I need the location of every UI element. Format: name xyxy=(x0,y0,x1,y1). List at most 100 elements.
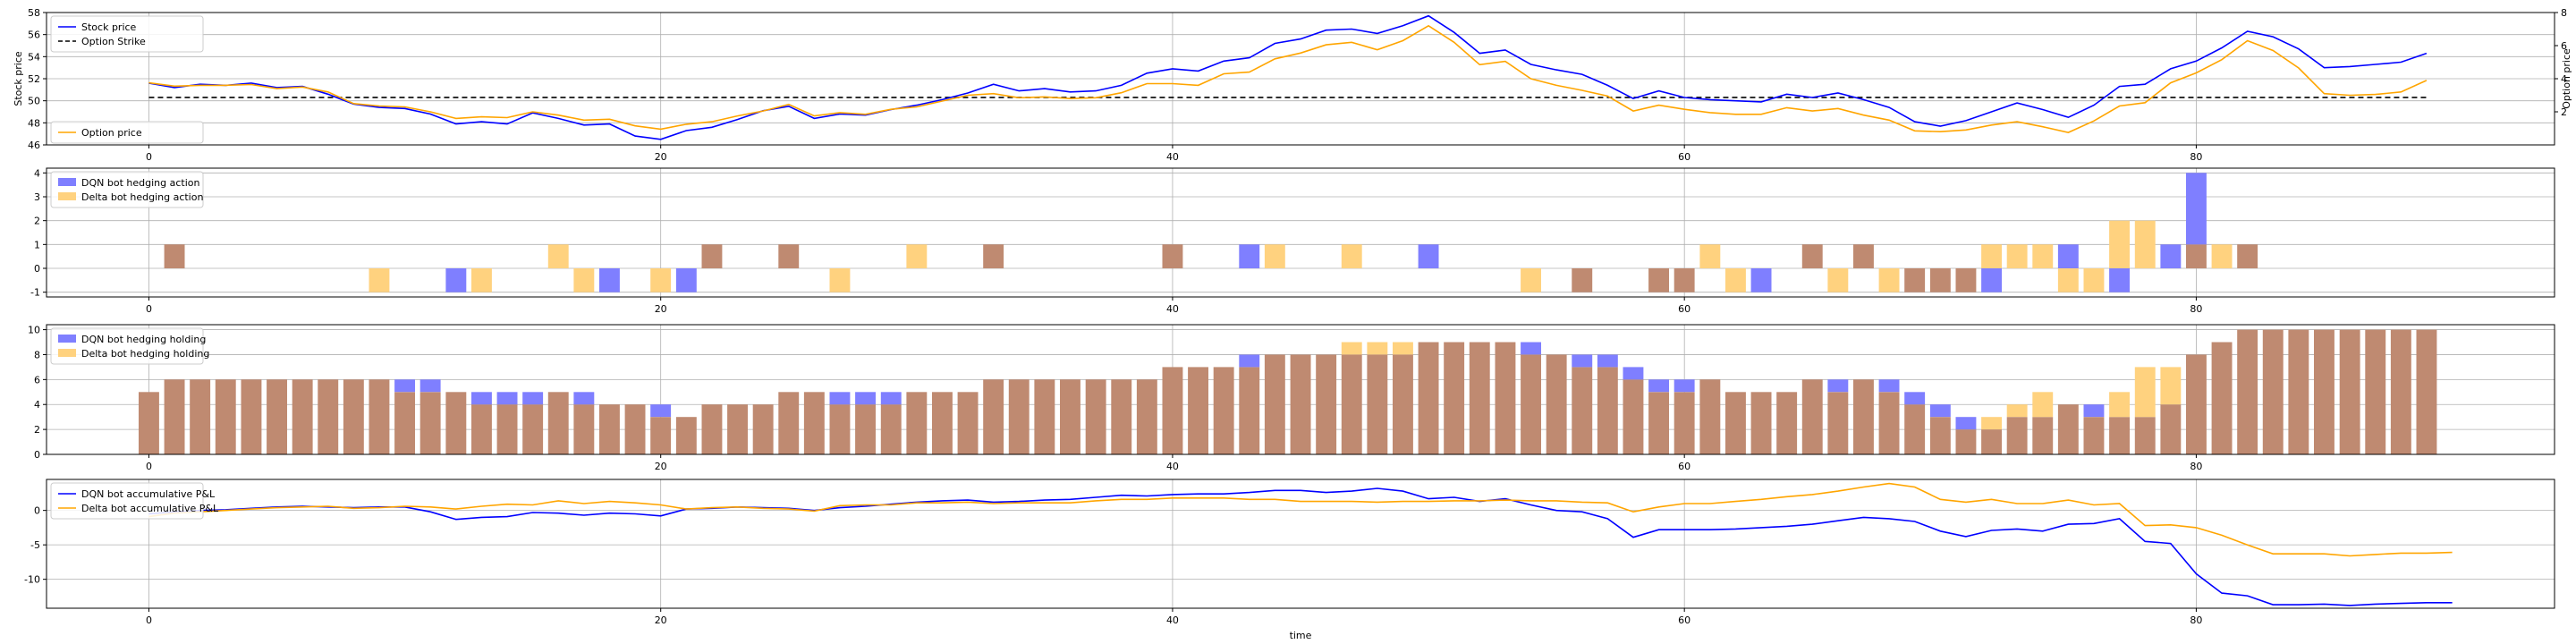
chart1-bar-delta xyxy=(2032,244,2054,268)
chart2-bar-both xyxy=(2186,354,2207,454)
chart3-xtick-label: 40 xyxy=(1166,614,1179,626)
chart2-bar-dqn xyxy=(1623,367,1644,380)
chart2-ytick-label: 2 xyxy=(34,424,40,436)
chart1-legend-label: DQN bot hedging action xyxy=(81,177,199,189)
chart1-xtick-label: 80 xyxy=(2190,303,2202,315)
chart3-xlabel: time xyxy=(1290,630,1312,641)
chart0-ytick-label: 52 xyxy=(28,73,40,85)
chart2-bar-both xyxy=(1188,367,1208,454)
chart2-ytick-label: 4 xyxy=(34,399,40,411)
chart2-bar-both xyxy=(624,404,646,454)
chart2-bar-both xyxy=(1085,379,1106,454)
chart3-series-0-line xyxy=(148,487,2453,606)
chart2-bar-both xyxy=(1264,354,1285,454)
chart0-legend-box xyxy=(50,121,204,144)
chart2-ytick-label: 10 xyxy=(28,325,40,336)
chart2-bar-both xyxy=(1444,342,1465,454)
chart0-xtick-label: 80 xyxy=(2190,151,2202,163)
chart2-bar-both xyxy=(215,379,236,454)
chart1-bar-delta xyxy=(2083,268,2105,292)
chart1-bar-dqn xyxy=(2160,244,2182,268)
chart2-bar-dqn xyxy=(496,392,518,405)
chart2-bar-dqn xyxy=(2083,404,2105,418)
chart2-bar-both xyxy=(1136,379,1157,454)
chart1-bar-both xyxy=(1162,244,1183,268)
chart1-legend-swatch xyxy=(58,178,76,186)
chart1-bar-delta xyxy=(1725,268,1746,292)
chart1-ytick-label: 4 xyxy=(34,167,40,179)
chart0-xtick-label: 60 xyxy=(1678,151,1690,163)
chart2-bar-both xyxy=(1341,354,1362,454)
chart2-bar-dqn xyxy=(1827,379,1849,393)
chart0-ytick-label: 54 xyxy=(28,51,40,63)
chart2-bar-dqn xyxy=(1239,354,1260,368)
chart1-bar-both xyxy=(2237,244,2258,268)
chart2-bar-both xyxy=(2211,342,2233,454)
chart2-bar-both xyxy=(1853,379,1874,454)
chart0-ylabel-right: Option price xyxy=(2561,48,2572,109)
chart1-bar-dqn xyxy=(1418,244,1439,268)
chart2-bar-both xyxy=(1521,354,1541,454)
chart1-bar-delta xyxy=(2211,244,2233,268)
chart0-xtick-label: 0 xyxy=(146,151,152,163)
chart3-legend-label: DQN bot accumulative P&L xyxy=(81,488,216,500)
chart2-bar-both xyxy=(1929,417,1951,454)
chart1-ytick-label: 0 xyxy=(34,263,40,275)
chart1-bar-both xyxy=(778,244,800,268)
chart2-bar-dqn xyxy=(1878,379,1900,393)
chart2-bar-both xyxy=(1572,367,1593,454)
chart1-bar-both xyxy=(1572,268,1593,292)
chart0-legend-label: Option price xyxy=(81,127,142,139)
chart2-bar-both xyxy=(1725,392,1746,454)
chart2-bar-delta xyxy=(2006,404,2028,418)
chart2-bar-both xyxy=(1623,379,1644,454)
chart0-ytick-right-label: 2 xyxy=(2561,106,2567,118)
chart2-bar-delta xyxy=(1341,342,1362,355)
chart2-bar-delta xyxy=(1981,417,2002,430)
chart1-xtick-label: 60 xyxy=(1678,303,1690,315)
chart2-bar-both xyxy=(445,392,467,454)
chart2-bar-both xyxy=(496,404,518,454)
chart1-bar-delta xyxy=(906,244,928,268)
chart1-bar-delta xyxy=(1264,244,1285,268)
chart0-ytick-right-label: 4 xyxy=(2561,73,2567,85)
chart2-bar-dqn xyxy=(1955,417,1977,430)
chart2-bar-both xyxy=(1469,342,1490,454)
chart2-legend-swatch xyxy=(58,349,76,357)
chart2-bar-both xyxy=(2262,329,2284,454)
chart2-bar-both xyxy=(419,392,441,454)
chart2-bar-dqn xyxy=(855,392,876,405)
chart2-frame xyxy=(46,324,2555,455)
chart2-bar-both xyxy=(2237,329,2258,454)
chart2-bar-both xyxy=(2365,329,2386,454)
chart1-ytick-label: 1 xyxy=(34,239,40,250)
chart2-bar-delta xyxy=(2032,392,2054,418)
chart2-bar-dqn xyxy=(1572,354,1593,368)
chart2-bar-both xyxy=(1878,392,1900,454)
chart2-bar-both xyxy=(803,392,825,454)
chart2-bar-both xyxy=(1904,404,1926,454)
chart3-xtick-label: 60 xyxy=(1678,614,1690,626)
chart2-xtick-label: 80 xyxy=(2190,461,2202,472)
chart3-legend-label: Delta bot accumulative P&L xyxy=(81,503,219,514)
chart2-bar-dqn xyxy=(829,392,851,405)
chart2-bar-both xyxy=(190,379,211,454)
chart2-bar-both xyxy=(267,379,287,454)
chart2-bar-both xyxy=(1418,342,1439,454)
chart2-bar-both xyxy=(2288,329,2309,454)
chart2-bar-dqn xyxy=(471,392,492,405)
chart2-xtick-label: 0 xyxy=(146,461,152,472)
chart2-bar-dqn xyxy=(1597,354,1618,368)
chart1-ytick-label: 3 xyxy=(34,191,40,203)
chart2-bar-delta xyxy=(1367,342,1388,355)
chart1-bar-both xyxy=(1648,268,1669,292)
chart2-bar-both xyxy=(1034,379,1055,454)
chart2-bar-both xyxy=(1111,379,1132,454)
chart1-ytick-label: 2 xyxy=(34,216,40,227)
chart1-bar-delta xyxy=(547,244,569,268)
chart2-bar-both xyxy=(2032,417,2054,454)
chart1-bar-delta xyxy=(1699,244,1721,268)
chart2-bar-both xyxy=(983,379,1004,454)
chart2-bar-both xyxy=(2083,417,2105,454)
chart2-bar-both xyxy=(1827,392,1849,454)
